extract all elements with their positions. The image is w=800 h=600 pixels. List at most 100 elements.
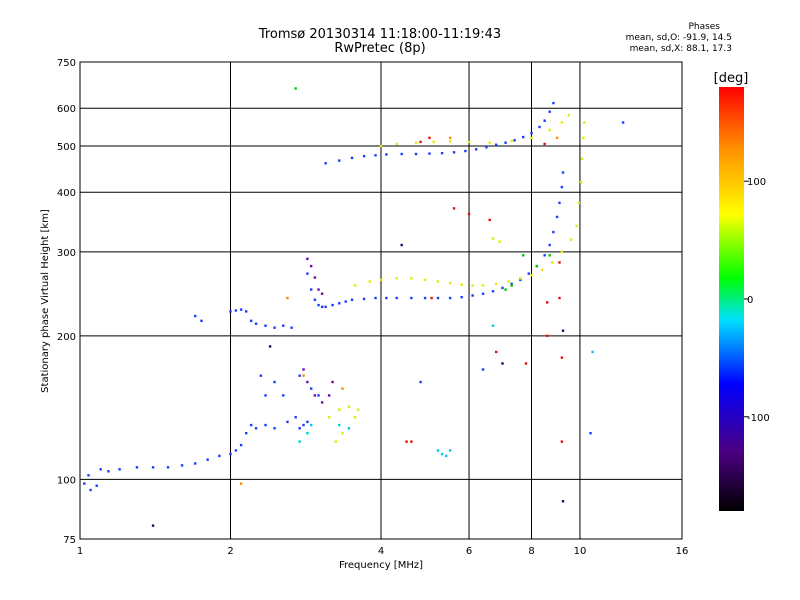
x-axis-label: Frequency [MHz]: [339, 560, 423, 571]
phases-o-stats: mean, sd,O: -91.9, 14.5: [625, 33, 732, 43]
data-point: [313, 394, 317, 397]
data-point: [436, 280, 440, 283]
data-point: [581, 136, 585, 140]
data-point: [194, 314, 197, 318]
data-point: [567, 114, 571, 117]
data-point: [290, 326, 293, 329]
y-tick-label: 500: [57, 142, 76, 153]
data-point: [218, 454, 221, 458]
y-tick-label: 100: [57, 475, 76, 486]
data-point: [245, 431, 248, 435]
data-point: [317, 303, 320, 307]
data-point: [543, 119, 546, 122]
x-tick-label: 1: [77, 546, 83, 557]
data-point: [423, 278, 427, 282]
data-point: [273, 380, 276, 384]
data-point: [560, 440, 564, 443]
data-point: [347, 405, 351, 408]
data-point: [530, 131, 533, 135]
data-point: [166, 466, 170, 469]
data-point: [550, 261, 554, 264]
data-point: [558, 296, 561, 300]
data-point: [306, 272, 309, 275]
data-point: [320, 401, 324, 404]
data-point: [448, 139, 452, 143]
y-tick-label: 400: [57, 188, 76, 199]
y-tick-label: 750: [57, 58, 76, 69]
data-point: [264, 423, 267, 427]
data-point: [555, 215, 559, 219]
data-point: [286, 296, 289, 300]
colorbar-tick-label: -100: [747, 413, 770, 424]
data-point: [249, 319, 253, 323]
data-point: [495, 282, 498, 286]
data-point: [379, 278, 383, 282]
data-point: [448, 136, 452, 140]
data-point: [273, 326, 276, 329]
data-point: [414, 141, 418, 144]
data-point: [440, 452, 444, 456]
data-point: [548, 254, 551, 257]
data-point: [448, 449, 452, 452]
data-point: [239, 443, 243, 447]
data-point: [552, 101, 555, 105]
data-point: [452, 151, 456, 154]
data-point: [309, 264, 313, 268]
data-point: [268, 345, 272, 348]
data-point: [331, 303, 334, 307]
x-tick-label: 2: [227, 546, 233, 557]
colorbar-tick-label: 100: [747, 177, 766, 188]
data-point: [385, 296, 388, 300]
data-point: [264, 394, 267, 397]
data-point: [362, 297, 366, 301]
y-tick-label: 200: [57, 332, 76, 343]
data-point: [436, 296, 440, 300]
data-point: [320, 305, 324, 309]
data-point: [309, 288, 313, 291]
data-point: [519, 277, 522, 280]
x-tick-labels: 1 2 4 6 8 10 16: [77, 546, 689, 557]
data-point: [548, 243, 551, 247]
data-point: [254, 427, 258, 430]
data-point: [400, 243, 403, 247]
data-point: [405, 440, 408, 443]
data-point: [522, 254, 525, 257]
data-point: [501, 286, 504, 290]
data-point: [555, 136, 559, 140]
data-point: [575, 224, 578, 228]
data-point: [519, 278, 522, 282]
data-point: [341, 431, 344, 435]
data-point: [298, 440, 301, 443]
x-tick-label: 8: [528, 546, 534, 557]
data-point: [423, 296, 427, 300]
data-point: [324, 162, 327, 165]
data-point: [320, 292, 324, 295]
data-point: [89, 488, 92, 492]
data-point: [350, 298, 354, 301]
data-point: [229, 452, 232, 456]
data-point: [580, 157, 584, 161]
data-point: [368, 280, 372, 283]
data-point: [344, 300, 347, 303]
data-point: [428, 152, 431, 155]
data-point: [410, 296, 413, 300]
data-point: [464, 149, 467, 153]
chart-subtitle: RwPretec (8p): [334, 41, 426, 56]
colorbar-ticks: 100 0 -100: [744, 177, 770, 424]
data-point: [385, 153, 388, 156]
data-point: [334, 440, 338, 443]
data-point: [414, 152, 418, 156]
data-point: [560, 121, 564, 124]
data-point: [548, 128, 551, 132]
data-point: [327, 416, 331, 419]
data-point: [530, 273, 533, 277]
data-point: [306, 257, 309, 261]
data-point: [510, 139, 513, 143]
data-point: [302, 368, 305, 371]
colorbar-label: [deg]: [714, 71, 749, 86]
data-point: [273, 427, 276, 430]
data-point: [543, 142, 546, 146]
data-point: [200, 319, 203, 323]
data-point: [317, 394, 320, 397]
data-point: [107, 470, 110, 473]
